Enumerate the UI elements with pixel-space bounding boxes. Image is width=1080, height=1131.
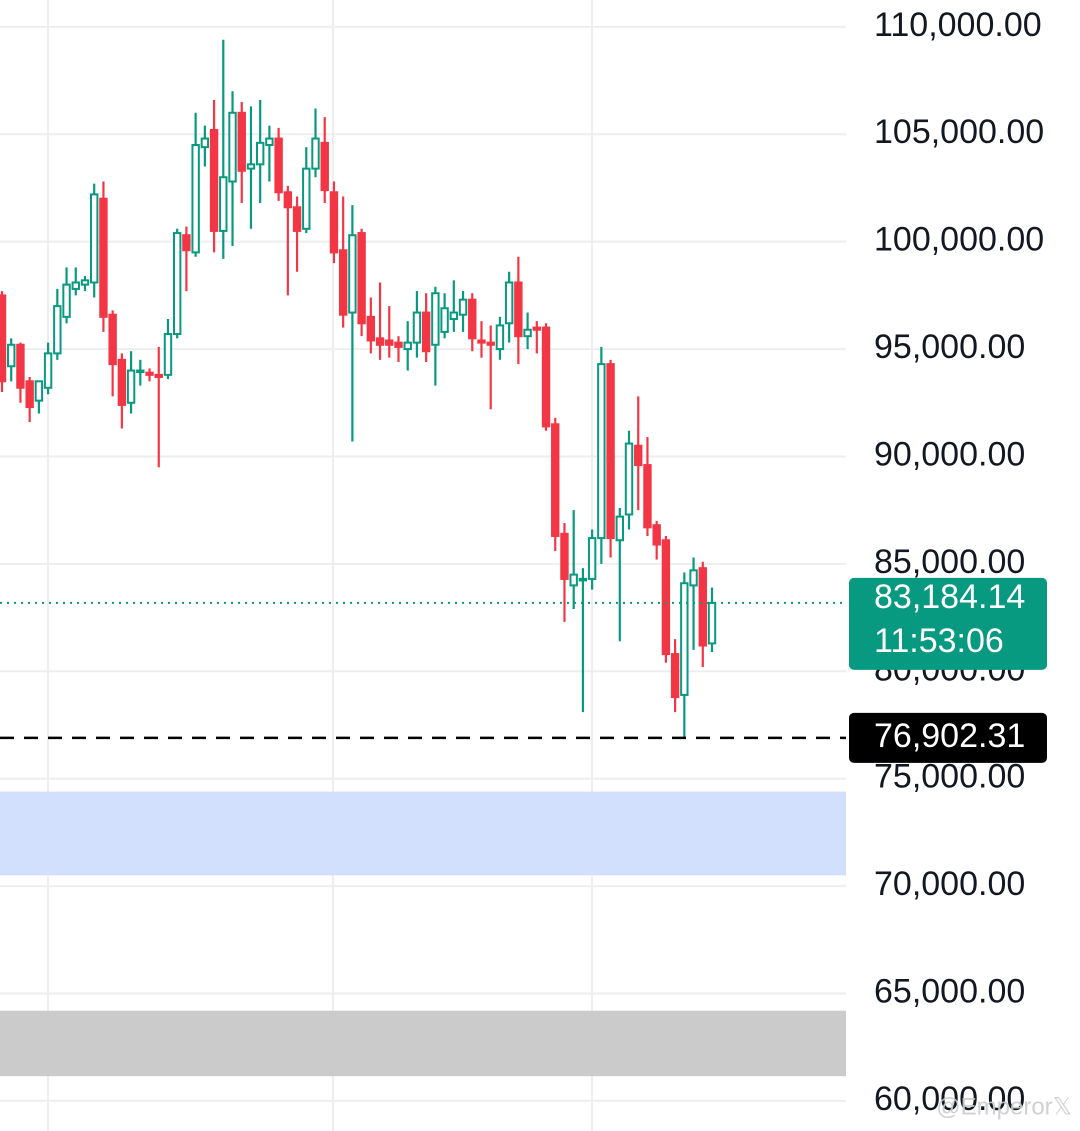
candle-body: [606, 363, 615, 540]
candle-body: [172, 232, 182, 336]
candle-body: [0, 294, 7, 383]
zone: [0, 1010, 846, 1077]
candle-body: [569, 573, 578, 587]
y-tick-label: 95,000.00: [874, 328, 1025, 366]
candle-body: [670, 653, 680, 699]
y-tick-label: 90,000.00: [874, 435, 1025, 473]
candle-body: [43, 352, 53, 389]
y-tick-label: 70,000.00: [874, 865, 1025, 903]
candle-body: [62, 283, 71, 318]
zone: [0, 791, 846, 876]
candle-body: [219, 176, 228, 232]
candle-body: [163, 333, 173, 376]
last-price-label: 83,184.14: [874, 578, 1025, 616]
candle-body: [643, 464, 652, 529]
candle-body: [458, 298, 468, 316]
candle-body: [80, 279, 90, 286]
candle-body: [477, 339, 486, 344]
candle-body: [689, 569, 698, 587]
candle-body: [90, 193, 99, 284]
y-tick-label: 105,000.00: [874, 113, 1044, 151]
low-marker-box: [849, 712, 1047, 763]
candle-body: [449, 311, 459, 320]
candle-body: [421, 311, 431, 353]
candle-body: [71, 281, 80, 290]
candle-body: [182, 234, 191, 252]
candle-body: [661, 539, 671, 656]
candle-body: [246, 163, 256, 170]
candle-body: [302, 167, 311, 230]
candle-body: [283, 191, 293, 209]
candle-body: [366, 315, 376, 342]
candle-body: [652, 524, 661, 546]
candle-body: [7, 343, 16, 368]
candle-body: [117, 358, 127, 406]
y-tick-label: 100,000.00: [874, 221, 1044, 259]
candle-body: [99, 197, 108, 318]
candle-body: [375, 337, 385, 346]
candle-body: [25, 380, 34, 409]
candle-body: [587, 537, 597, 580]
candle-body: [292, 206, 302, 232]
candle-body: [624, 442, 634, 516]
candle-body: [615, 515, 624, 542]
candle-body: [634, 444, 643, 467]
candle-body: [514, 281, 523, 338]
candle-body: [495, 324, 505, 351]
candle-body: [431, 292, 440, 346]
candle-body: [403, 341, 412, 351]
y-tick-label: 60,000.00: [874, 1080, 1025, 1118]
candle-body: [532, 326, 542, 331]
candle-body: [357, 232, 366, 325]
candle-body: [145, 371, 154, 376]
candle-body: [578, 577, 588, 582]
candle-body: [311, 137, 320, 170]
candle-body: [468, 298, 477, 340]
candle-body: [680, 582, 689, 696]
candle-body: [255, 141, 265, 166]
candle-body: [486, 341, 495, 346]
candle-body: [440, 307, 449, 333]
low-marker-label: 76,902.31: [874, 717, 1025, 755]
watermark: @Emperor𝕏: [936, 1093, 1072, 1120]
candle-body: [329, 191, 339, 254]
y-tick-label: 65,000.00: [874, 973, 1025, 1011]
candle-body: [154, 373, 163, 378]
candle-body: [504, 281, 514, 325]
candle-body: [191, 144, 200, 254]
candle-body: [237, 111, 246, 172]
candle-body: [597, 363, 606, 540]
candle-body: [53, 305, 62, 355]
countdown-label: 11:53:06: [874, 622, 1004, 660]
candle-body: [412, 311, 422, 344]
candle-body: [320, 141, 329, 192]
candle-body: [126, 369, 136, 404]
candle-body: [136, 369, 145, 374]
candle-body: [338, 249, 348, 316]
candle-body: [560, 532, 569, 580]
candle-body: [385, 339, 394, 346]
y-tick-label: 85,000.00: [874, 543, 1025, 581]
candle-body: [274, 137, 283, 194]
y-tick-label: 110,000.00: [874, 6, 1042, 44]
candle-body: [698, 567, 707, 647]
y-tick-label: 75,000.00: [874, 758, 1025, 796]
candle-body: [348, 234, 357, 314]
candle-body: [34, 380, 44, 402]
candle-body: [551, 423, 560, 537]
candle-body: [541, 326, 551, 428]
candle-body: [200, 137, 210, 149]
candle-body: [523, 328, 532, 338]
candle-body: [394, 341, 403, 348]
candle-body: [16, 343, 25, 389]
candle-body: [209, 128, 219, 232]
candle-body: [707, 601, 717, 645]
candle-body: [108, 313, 117, 366]
candle-body: [265, 137, 274, 147]
last-price-box: [849, 577, 1047, 670]
candle-body: [228, 111, 237, 183]
